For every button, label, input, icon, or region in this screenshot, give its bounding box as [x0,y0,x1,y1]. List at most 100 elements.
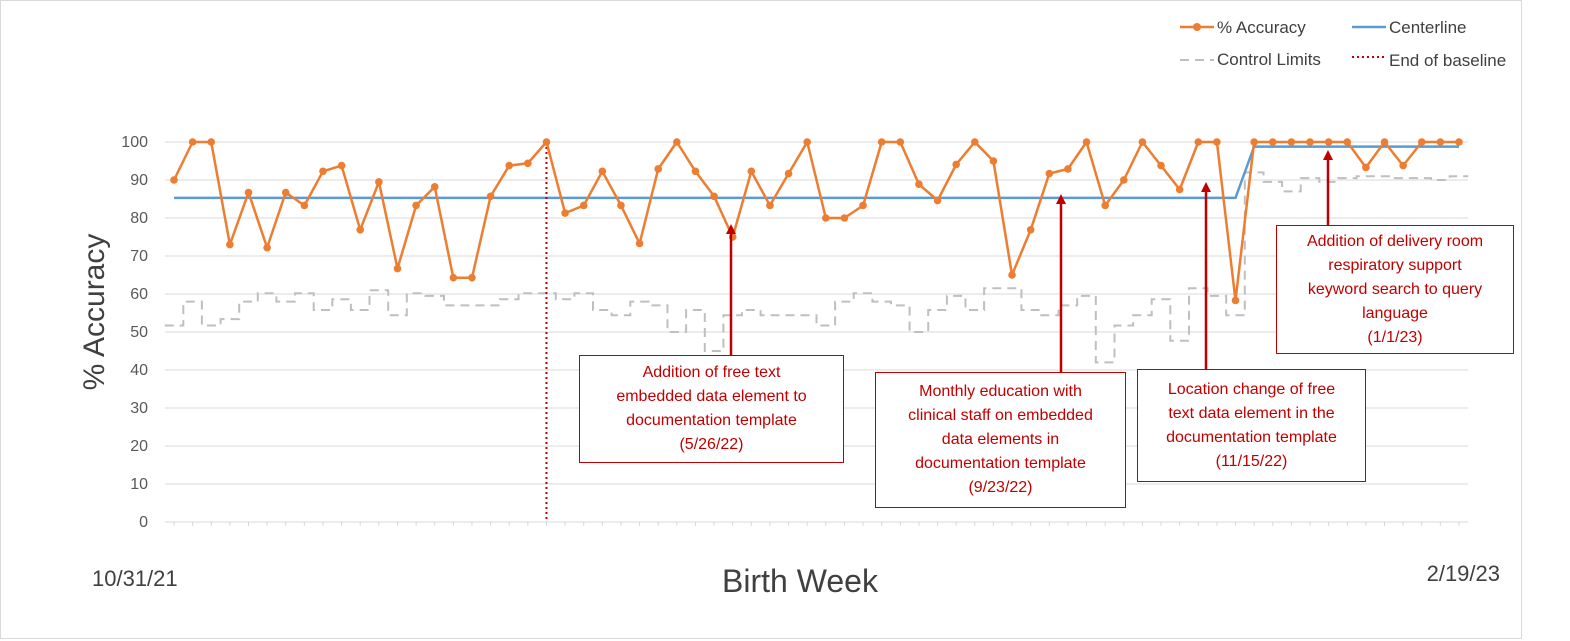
annotation-arrowhead-1 [726,224,736,234]
accuracy-point [412,201,420,210]
accuracy-point [1045,169,1054,178]
annotation-arrowhead-2 [1056,194,1066,204]
accuracy-point [803,138,811,146]
accuracy-point [244,188,253,197]
legend-accuracy-label: % Accuracy [1217,18,1306,37]
y-axis-title: % Accuracy [78,234,111,391]
accuracy-point [840,214,849,222]
centerline-line [174,145,1459,200]
accuracy-point [207,138,216,146]
y-tick-label-0: 0 [139,514,148,531]
accuracy-point [468,273,476,282]
control-limits-line [164,171,1469,364]
accuracy-point [1268,138,1277,146]
accuracy-point [1175,185,1184,194]
x-end-label: 2/19/23 [1427,561,1500,586]
accuracy-point [784,169,793,178]
y-tick-label-50: 50 [130,324,148,341]
legend-accuracy-marker [1193,23,1201,31]
accuracy-point [1157,161,1165,170]
accuracy-point [524,159,532,168]
accuracy-point [1287,138,1296,146]
annotation-box-4: Addition of delivery room respiratory su… [1276,225,1514,354]
accuracy-point [1417,138,1426,146]
accuracy-point [1213,138,1221,146]
legend-baseline-label: End of baseline [1389,51,1506,70]
accuracy-point [542,138,551,146]
accuracy-point [635,239,644,248]
accuracy-point [337,161,346,170]
accuracy-point [561,209,569,217]
accuracy-point [188,138,197,146]
accuracy-point [915,180,923,188]
annotation-box-3: Location change of free text data elemen… [1137,369,1366,482]
y-tick-label-60: 60 [130,286,148,303]
accuracy-point [710,192,718,201]
accuracy-point [356,225,365,234]
accuracy-point [1343,138,1352,146]
accuracy-point [170,176,178,184]
accuracy-point [393,264,402,273]
x-start-label: 10/31/21 [92,566,178,591]
accuracy-point [486,192,495,201]
accuracy-point [822,214,830,222]
chart-frame [0,0,1522,639]
accuracy-point [300,201,309,210]
accuracy-point [747,167,756,176]
annotation-box-1: Addition of free text embedded data elem… [579,355,844,463]
accuracy-point [263,243,271,252]
accuracy-point [1138,138,1147,146]
accuracy-point [1064,165,1072,173]
accuracy-point [766,201,774,210]
accuracy-line [172,140,1459,302]
annotation-box-2: Monthly education with clinical staff on… [875,372,1126,508]
accuracy-point [896,138,905,146]
accuracy-point [1324,138,1333,146]
accuracy-point [859,201,867,210]
accuracy-point [1082,138,1091,146]
accuracy-point [1119,176,1128,184]
y-tick-label-40: 40 [130,362,148,379]
accuracy-point [952,160,960,169]
accuracy-point [375,178,383,186]
accuracy-point [579,201,588,210]
legend-control-limits-label: Control Limits [1217,50,1321,69]
accuracy-point [1455,138,1463,146]
accuracy-point [1231,296,1240,305]
y-tick-label-30: 30 [130,400,148,417]
accuracy-point [1101,201,1109,210]
accuracy-point [430,183,439,191]
accuracy-point [449,273,458,282]
accuracy-point [1306,138,1314,146]
y-tick-label-100: 100 [121,134,148,151]
y-tick-label-10: 10 [130,476,148,493]
accuracy-point [1194,138,1203,146]
accuracy-point [970,138,979,146]
accuracy-point [226,240,234,249]
accuracy-point [319,167,327,176]
accuracy-point [877,138,886,146]
accuracy-point [1380,138,1389,146]
x-axis-title: Birth Week [722,563,879,599]
accuracy-point [1250,138,1258,146]
accuracy-point [281,188,290,197]
y-tick-label-70: 70 [130,248,148,265]
y-tick-label-80: 80 [130,210,148,227]
accuracy-point [673,138,681,146]
y-tick-label-90: 90 [130,172,148,189]
accuracy-point [617,201,625,210]
y-tick-label-20: 20 [130,438,148,455]
annotation-arrowhead-4 [1323,150,1333,160]
accuracy-point [654,165,663,173]
accuracy-point [989,157,998,165]
accuracy-point [933,196,942,205]
accuracy-point [1362,163,1370,172]
accuracy-point [1436,138,1445,146]
accuracy-point [1026,225,1035,234]
annotation-arrowhead-3 [1201,182,1211,192]
accuracy-point [1008,271,1016,279]
accuracy-point [691,167,700,176]
accuracy-point [1399,161,1407,170]
legend-centerline-label: Centerline [1389,18,1467,37]
